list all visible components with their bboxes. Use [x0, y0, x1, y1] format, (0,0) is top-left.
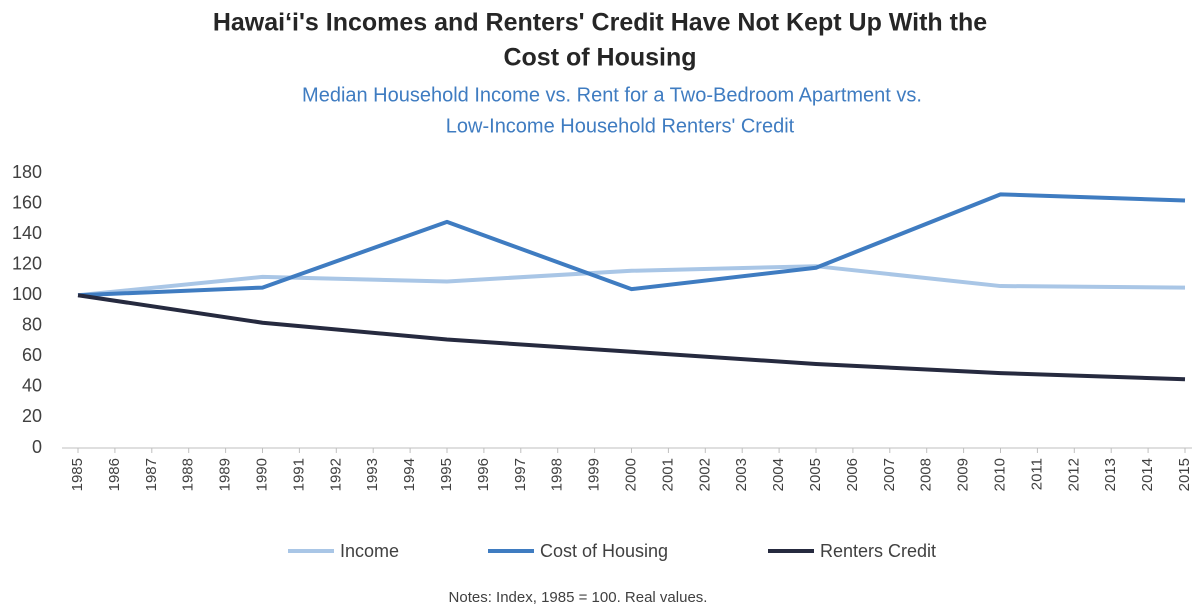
x-tick-label: 2009: [955, 458, 972, 491]
x-tick-label: 1990: [253, 458, 270, 491]
chart-title: Cost of Housing: [503, 44, 696, 72]
y-tick-label: 160: [12, 192, 42, 212]
chart-title: Hawai‘i's Incomes and Renters' Credit Ha…: [213, 9, 987, 37]
x-tick-label: 2013: [1102, 458, 1119, 491]
y-tick-label: 40: [22, 376, 42, 396]
x-tick-label: 1999: [586, 458, 603, 491]
x-tick-label: 2000: [622, 458, 639, 491]
x-tick-label: 2003: [733, 458, 750, 491]
x-tick-label: 1995: [438, 458, 455, 491]
x-tick-label: 1997: [512, 458, 529, 491]
x-tick-label: 2005: [807, 458, 824, 491]
x-tick-label: 1992: [327, 458, 344, 491]
y-tick-label: 60: [22, 345, 42, 365]
y-tick-label: 20: [22, 406, 42, 426]
x-tick-label: 1998: [549, 458, 566, 491]
y-tick-label: 120: [12, 253, 42, 273]
x-tick-label: 2002: [696, 458, 713, 491]
y-tick-label: 140: [12, 223, 42, 243]
y-tick-label: 0: [32, 437, 42, 457]
x-tick-label: 2010: [991, 458, 1008, 491]
series-line: [77, 192, 1186, 298]
x-tick-label: 1993: [364, 458, 381, 491]
x-tick-label: 1989: [217, 458, 234, 491]
x-tick-label: 2006: [844, 458, 861, 491]
x-tick-label: 2001: [659, 458, 676, 491]
x-tick-label: 1996: [475, 458, 492, 491]
x-tick-label: 1988: [180, 458, 197, 491]
x-tick-label: 2007: [881, 458, 898, 491]
legend-label: Cost of Housing: [540, 541, 668, 561]
x-tick-label: 1987: [143, 458, 160, 491]
chart-subtitle: Low-Income Household Renters' Credit: [446, 115, 795, 137]
series-line: [77, 293, 1186, 382]
x-tick-label: 2011: [1028, 458, 1045, 490]
note: Notes: Index, 1985 = 100. Real values.: [449, 589, 708, 606]
x-tick-label: 2004: [770, 458, 787, 491]
chart-subtitle: Median Household Income vs. Rent for a T…: [302, 84, 922, 106]
x-tick-label: 1991: [290, 458, 307, 491]
legend-label: Renters Credit: [820, 541, 936, 561]
x-tick-label: 2014: [1139, 458, 1156, 491]
y-tick-label: 100: [12, 284, 42, 304]
legend-label: Income: [340, 541, 399, 561]
x-tick-label: 1994: [401, 458, 418, 491]
x-tick-label: 2012: [1065, 458, 1082, 491]
y-tick-label: 80: [22, 315, 42, 335]
x-tick-label: 1985: [69, 458, 86, 491]
x-tick-label: 1986: [106, 458, 123, 491]
series-line: [77, 264, 1186, 298]
x-tick-label: 2008: [918, 458, 935, 491]
y-tick-label: 180: [12, 162, 42, 182]
x-tick-label: 2015: [1176, 458, 1193, 491]
